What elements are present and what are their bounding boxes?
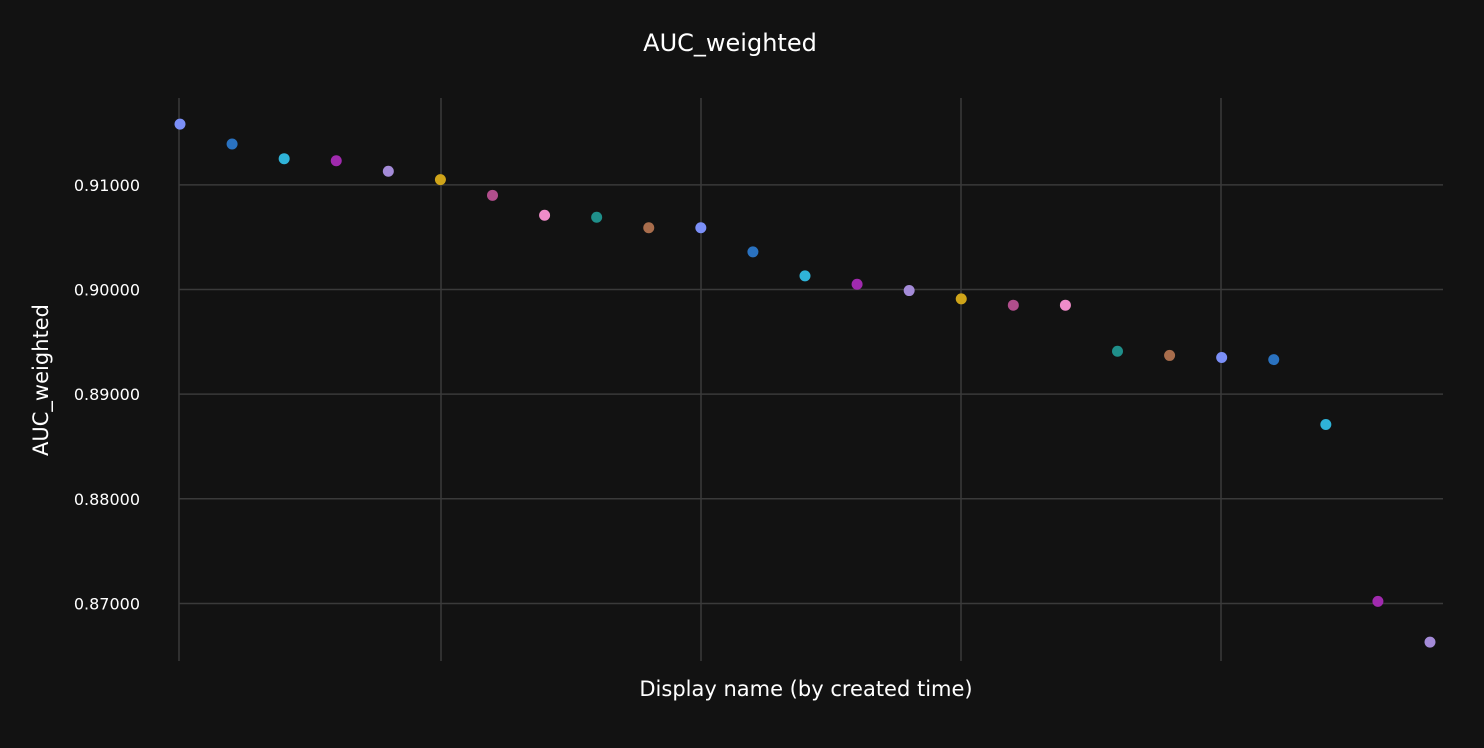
data-point[interactable]: 0.88710 [1320,418,1332,430]
chart-title: AUC_weighted [643,29,817,57]
data-point[interactable]: 0.89330 [1268,354,1280,366]
data-point[interactable]: 0.91580 [174,118,186,130]
data-point[interactable]: 0.89990 [903,285,915,297]
data-point[interactable]: 0.90590 [643,222,655,234]
data-point[interactable]: 0.89410 [1112,345,1123,357]
y-tick-label: 0.90000 [74,281,140,300]
data-point[interactable]: 0.89910 [955,293,967,305]
y-tick-label: 0.87000 [74,594,140,613]
data-point[interactable]: 0.89350 [1216,352,1228,364]
data-point[interactable]: 0.91230 [330,155,342,167]
data-point[interactable]: 0.90690 [591,211,603,223]
data-point[interactable]: 0.90360 [747,246,759,258]
data-point[interactable]: 0.89370 [1164,349,1176,361]
data-point[interactable]: 0.90050 [851,278,863,290]
data-point[interactable]: 0.90710 [539,209,551,221]
data-point[interactable]: 0.91390 [226,138,238,150]
data-point[interactable]: 0.90590 [695,222,707,234]
y-tick-label: 0.91000 [74,176,140,195]
data-point[interactable]: 0.89850 [1059,299,1071,311]
data-point[interactable]: 0.91130 [382,165,394,177]
y-axis-label: AUC_weighted [29,304,54,456]
y-tick-label: 0.89000 [74,385,140,404]
data-point[interactable]: 0.91250 [278,153,290,165]
data-point[interactable]: 0.90130 [799,270,811,282]
data-point[interactable]: 0.87020 [1372,595,1384,607]
data-points: 0.91580 0.91390 0.91250 0.91230 0.91130 0.910… [174,118,1436,648]
data-point[interactable]: 0.86630 [1424,636,1436,648]
y-tick-labels: 0.91000 0.90000 0.89000 0.88000 0.87000 [74,176,140,614]
y-tick-label: 0.88000 [74,490,140,509]
grid-layer [178,98,1443,661]
data-point[interactable]: 0.90900 [487,189,498,201]
data-point[interactable]: 0.91050 [434,174,446,186]
data-point[interactable]: 0.89850 [1007,299,1019,311]
x-axis-label: Display name (by created time) [639,677,972,701]
